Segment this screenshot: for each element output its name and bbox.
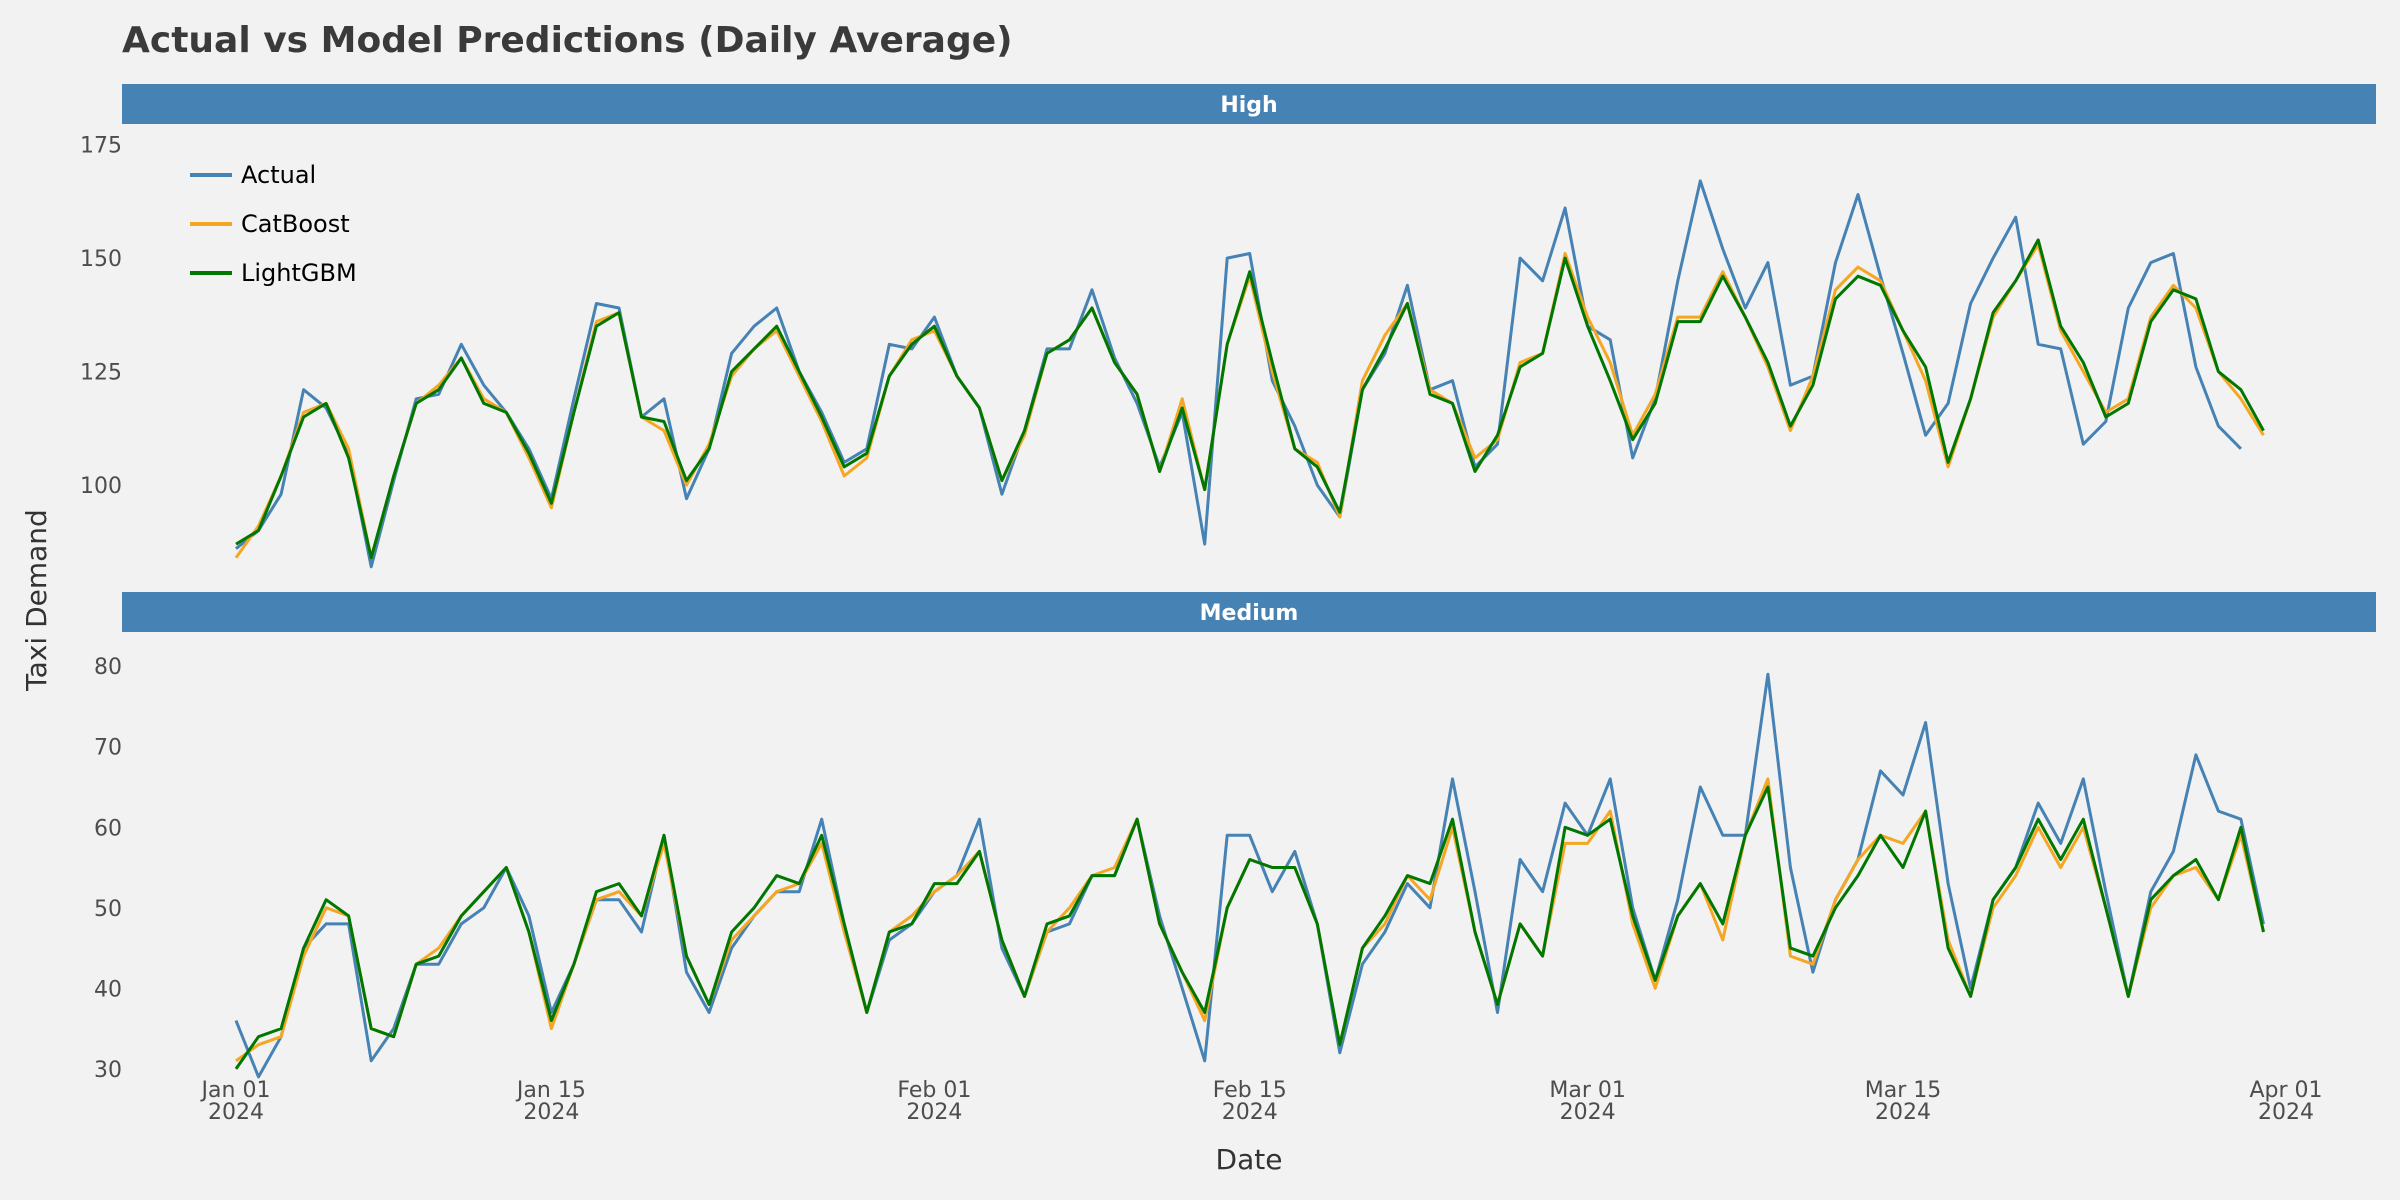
panels: High 100 125 150 175 Medium 30 40 50 60 70 80 Jan 01…: [80, 84, 2376, 1125]
x-tick-label: Feb 15: [1213, 1078, 1287, 1103]
y-tick-label: 70: [94, 736, 122, 761]
legend-label-lightgbm: LightGBM: [241, 259, 357, 287]
x-tick-label: Apr 01: [2249, 1078, 2322, 1103]
y-tick-label: 40: [94, 977, 122, 1002]
panel-strip-label: High: [1220, 93, 1277, 118]
panel-high: High 100 125 150 175: [80, 84, 2376, 569]
x-tick-year: 2024: [906, 1100, 962, 1125]
y-tick-label: 175: [80, 134, 122, 159]
legend-label-catboost: CatBoost: [241, 210, 350, 238]
series-line-lightgbm: [235, 238, 2265, 560]
y-tick-label: 60: [94, 816, 122, 841]
x-tick-label: Jan 01: [200, 1078, 271, 1103]
x-tick-label: Feb 01: [897, 1078, 971, 1103]
series-line-actual: [235, 179, 2242, 569]
panel-strip: [122, 84, 2376, 124]
y-tick-label: 50: [94, 897, 122, 922]
x-tick-year: 2024: [2258, 1100, 2314, 1125]
x-tick-label: Mar 15: [1865, 1078, 1942, 1103]
legend: Actual CatBoost LightGBM: [190, 161, 357, 287]
panel-strip-label: Medium: [1200, 601, 1299, 626]
x-tick-year: 2024: [1560, 1100, 1616, 1125]
panel-strip: [122, 592, 2376, 632]
y-tick-label: 150: [80, 247, 122, 272]
y-tick-label: 30: [94, 1058, 122, 1083]
y-tick-label: 80: [94, 655, 122, 680]
y-axis-title: Taxi Demand: [20, 509, 53, 692]
series-line-lightgbm: [234, 785, 2265, 1070]
x-tick-label: Jan 15: [515, 1078, 586, 1103]
x-axis-title: Date: [1216, 1143, 1283, 1176]
x-tick-label: Mar 01: [1549, 1078, 1626, 1103]
x-tick-year: 2024: [208, 1100, 264, 1125]
y-tick-label: 125: [80, 361, 122, 386]
panel-medium: Medium 30 40 50 60 70 80: [94, 592, 2376, 1083]
x-tick-year: 2024: [523, 1100, 579, 1125]
x-tick-year: 2024: [1222, 1100, 1278, 1125]
x-tick-year: 2024: [1875, 1100, 1931, 1125]
y-tick-label: 100: [80, 474, 122, 499]
legend-label-actual: Actual: [241, 161, 316, 189]
chart-title: Actual vs Model Predictions (Daily Avera…: [122, 20, 1013, 61]
